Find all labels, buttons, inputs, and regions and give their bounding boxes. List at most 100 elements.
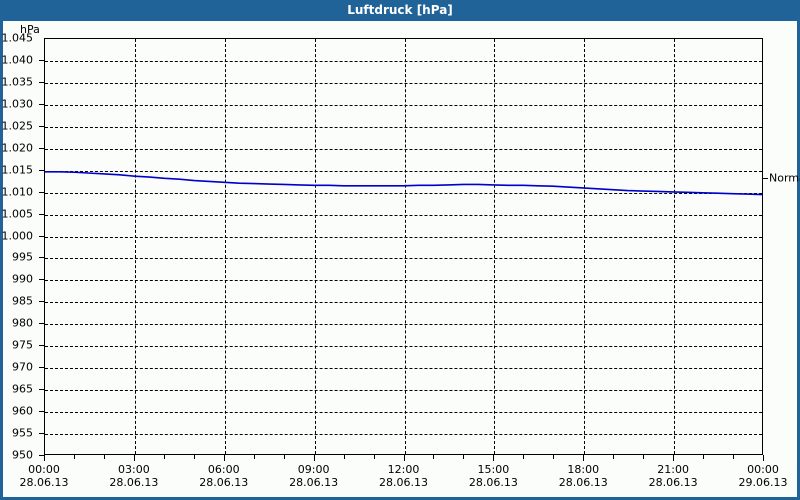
x-axis-tick-major: [493, 455, 495, 461]
x-axis-tick-minor: [463, 455, 465, 459]
x-axis-tick-label: 09:00 28.06.13: [289, 463, 338, 489]
x-axis-tick-minor: [433, 455, 435, 459]
y-axis-tick-label: 960: [12, 404, 33, 418]
x-axis-tick-minor: [733, 455, 735, 459]
chart-area: hPa 1.045 1.040 1.035 1.030 1.025 1.020 1.015 1…: [1, 21, 800, 497]
gridline-horizontal: [45, 280, 762, 282]
y-axis-tick-label: 1.040: [1, 53, 34, 67]
y-axis-tick: [39, 147, 44, 149]
gridline-horizontal: [45, 126, 762, 128]
y-axis-tick: [39, 345, 44, 347]
x-axis-tick-label: 18:00 28.06.13: [559, 463, 608, 489]
x-axis-tick-date: 28.06.13: [558, 476, 608, 489]
x-axis-tick-minor: [193, 455, 195, 459]
x-axis-tick-time: 12:00: [387, 463, 420, 476]
x-axis-tick-major: [223, 455, 225, 461]
x-axis-tick-label: 00:00 28.06.13: [20, 463, 69, 489]
y-axis-tick-label: 980: [12, 316, 33, 330]
x-axis-tick-minor: [343, 455, 345, 459]
gridline-horizontal: [45, 148, 762, 150]
x-axis-tick-minor: [253, 455, 255, 459]
x-axis-tick-major: [403, 455, 405, 461]
y-axis-tick: [39, 169, 44, 171]
gridline-horizontal: [45, 258, 762, 260]
y-axis-tick-label: 1.005: [1, 207, 34, 221]
y-axis-tick: [39, 191, 44, 193]
y-axis-tick: [39, 235, 44, 237]
x-axis-tick-minor: [523, 455, 525, 459]
y-axis-tick-label: 970: [12, 360, 33, 374]
y-axis-tick: [39, 125, 44, 127]
y-axis-tick-label: 1.010: [1, 185, 34, 199]
y-axis-tick-label: 950: [12, 448, 33, 462]
gridline-horizontal: [45, 214, 762, 216]
x-axis-tick-major: [44, 455, 45, 461]
x-axis-tick-label: 03:00 28.06.13: [109, 463, 158, 489]
x-axis-tick-time: 15:00: [477, 463, 510, 476]
gridline-vertical: [314, 39, 316, 454]
x-axis-tick-major: [313, 455, 315, 461]
x-axis-tick-label: 00:00 29.06.13: [739, 463, 788, 489]
x-axis-tick-date: 29.06.13: [738, 476, 788, 489]
y-axis-tick: [39, 279, 44, 281]
normal-reference-label: Normal: [769, 171, 800, 185]
gridline-horizontal: [45, 324, 762, 326]
x-axis-tick-label: 06:00 28.06.13: [199, 463, 248, 489]
x-axis-tick-minor: [613, 455, 615, 459]
normal-reference-tick: [763, 178, 768, 180]
x-axis-tick-minor: [103, 455, 105, 459]
gridline-horizontal: [45, 192, 762, 194]
gridline-horizontal: [45, 390, 762, 392]
gridline-horizontal: [45, 60, 762, 62]
x-axis-tick-minor: [373, 455, 375, 459]
y-axis-tick-label: 995: [12, 250, 33, 264]
gridline-vertical: [584, 39, 586, 454]
y-axis-tick: [39, 433, 44, 435]
gridline-horizontal: [45, 302, 762, 304]
y-axis-tick-label: 1.020: [1, 141, 34, 155]
y-axis-tick: [39, 59, 44, 61]
x-axis-tick-date: 28.06.13: [199, 476, 249, 489]
y-axis-unit-label: hPa: [20, 23, 40, 36]
x-axis-tick-label: 12:00 28.06.13: [379, 463, 428, 489]
y-axis-tick: [39, 301, 44, 303]
x-axis-tick-date: 28.06.13: [648, 476, 698, 489]
y-axis-tick: [39, 389, 44, 391]
y-axis-tick-label: 1.025: [1, 119, 34, 133]
x-axis-tick-date: 28.06.13: [289, 476, 339, 489]
gridline-vertical: [134, 39, 136, 454]
series-line-luftdruck: [45, 171, 762, 196]
y-axis-tick: [39, 213, 44, 215]
x-axis-tick-label: 21:00 28.06.13: [649, 463, 698, 489]
x-axis-tick-minor: [643, 455, 645, 459]
y-axis-tick: [39, 367, 44, 369]
x-axis-tick-time: 09:00: [297, 463, 330, 476]
y-axis-tick-label: 955: [12, 426, 33, 440]
gridline-horizontal: [45, 236, 762, 238]
y-axis-tick-label: 1.015: [1, 163, 34, 177]
x-axis-tick-date: 28.06.13: [19, 476, 69, 489]
y-axis-tick: [39, 411, 44, 413]
gridline-vertical: [224, 39, 226, 454]
x-axis-tick-minor: [163, 455, 165, 459]
x-axis-tick-major: [133, 455, 135, 461]
x-axis-tick-major: [763, 455, 764, 461]
y-axis-tick-label: 985: [12, 294, 33, 308]
y-axis-tick-label: 1.045: [1, 31, 34, 45]
x-axis-tick-time: 03:00: [118, 463, 150, 476]
x-axis-tick-time: 21:00: [657, 463, 689, 476]
x-axis-tick-minor: [553, 455, 555, 459]
x-axis-tick-date: 28.06.13: [468, 476, 518, 489]
x-axis-tick-time: 18:00: [567, 463, 600, 476]
gridline-horizontal: [45, 104, 762, 106]
gridline-horizontal: [45, 368, 762, 370]
x-axis-tick-time: 00:00: [747, 463, 779, 476]
gridline-horizontal: [45, 346, 762, 348]
gridline-horizontal: [45, 82, 762, 84]
x-axis-tick-date: 28.06.13: [379, 476, 428, 489]
window-title-bar: Luftdruck [hPa]: [0, 0, 800, 21]
gridline-vertical: [674, 39, 676, 454]
y-axis-tick: [39, 81, 44, 83]
y-axis-tick-label: 1.000: [1, 229, 34, 243]
